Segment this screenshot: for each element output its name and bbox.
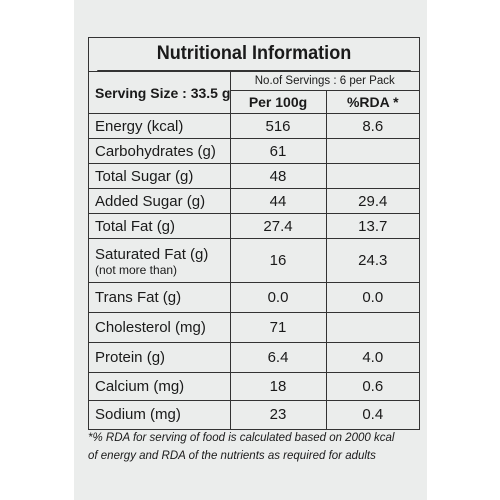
rda-value: 0.6 <box>325 372 419 401</box>
rda-value: 0.4 <box>325 400 419 429</box>
table-row: Energy (kcal) 516 8.6 <box>89 113 419 139</box>
nutrition-label: Nutritional Information Serving Size : 3… <box>88 37 420 430</box>
footnote: *% RDA for serving of food is calculated… <box>88 429 420 465</box>
per-100g-value: 18 <box>229 372 327 401</box>
table-row: Trans Fat (g) 0.0 0.0 <box>89 282 419 313</box>
per-100g-value: 6.4 <box>229 342 327 373</box>
per-100g-value: 516 <box>229 113 327 139</box>
serving-size: Serving Size : 33.5 g <box>89 71 231 114</box>
servings-count: No.of Servings : 6 per Pack <box>229 71 419 91</box>
footnote-line: of energy and RDA of the nutrients as re… <box>88 450 376 462</box>
rda-value <box>325 138 419 164</box>
column-header-per-100g: Per 100g <box>230 90 327 114</box>
per-100g-value: 23 <box>229 400 327 429</box>
rda-value: 13.7 <box>325 213 419 239</box>
nutrient-name: Energy (kcal) <box>89 113 231 139</box>
per-100g-value: 16 <box>229 238 327 283</box>
table-row: Carbohydrates (g) 61 <box>89 138 419 164</box>
column-header-rda: %RDA * <box>325 90 419 114</box>
per-100g-value: 61 <box>229 138 327 164</box>
table-row: Calcium (mg) 18 0.6 <box>89 372 419 401</box>
rda-value: 29.4 <box>325 188 419 214</box>
per-100g-value: 48 <box>229 163 327 189</box>
label-title: Nutritional Information <box>97 38 411 71</box>
nutrient-name: Sodium (mg) <box>89 400 231 429</box>
nutrient-name: Protein (g) <box>89 342 231 373</box>
nutrient-name: Carbohydrates (g) <box>89 138 231 164</box>
table-row: Saturated Fat (g) (not more than) 16 24.… <box>89 238 419 283</box>
nutrition-table: Serving Size : 33.5 g No.of Servings : 6… <box>89 71 419 429</box>
nutrient-name-cell: Saturated Fat (g) (not more than) <box>89 238 231 283</box>
table-row: Protein (g) 6.4 4.0 <box>89 342 419 373</box>
nutrient-name: Added Sugar (g) <box>89 188 231 214</box>
footnote-line: *% RDA for serving of food is calculated… <box>88 432 395 444</box>
nutrient-name: Trans Fat (g) <box>89 282 231 313</box>
nutrient-name: Calcium (mg) <box>89 372 231 401</box>
nutrient-name: Saturated Fat (g) <box>95 245 209 263</box>
table-row: Total Sugar (g) 48 <box>89 163 419 189</box>
table-row: Added Sugar (g) 44 29.4 <box>89 188 419 214</box>
nutrient-note: (not more than) <box>95 262 178 277</box>
nutrient-name: Total Sugar (g) <box>89 163 231 189</box>
table-row: Total Fat (g) 27.4 13.7 <box>89 213 419 239</box>
rda-value: 8.6 <box>325 113 419 139</box>
rda-value <box>325 312 419 343</box>
table-row: Cholesterol (mg) 71 <box>89 312 419 343</box>
per-100g-value: 27.4 <box>229 213 327 239</box>
table-row: Sodium (mg) 23 0.4 <box>89 400 419 429</box>
per-100g-value: 44 <box>229 188 327 214</box>
per-100g-value: 0.0 <box>229 282 327 313</box>
rda-value: 0.0 <box>325 282 419 313</box>
per-100g-value: 71 <box>229 312 327 343</box>
rda-value: 24.3 <box>325 238 419 283</box>
nutrient-name: Cholesterol (mg) <box>89 312 231 343</box>
rda-value: 4.0 <box>325 342 419 373</box>
rda-value <box>325 163 419 189</box>
nutrient-name: Total Fat (g) <box>89 213 231 239</box>
